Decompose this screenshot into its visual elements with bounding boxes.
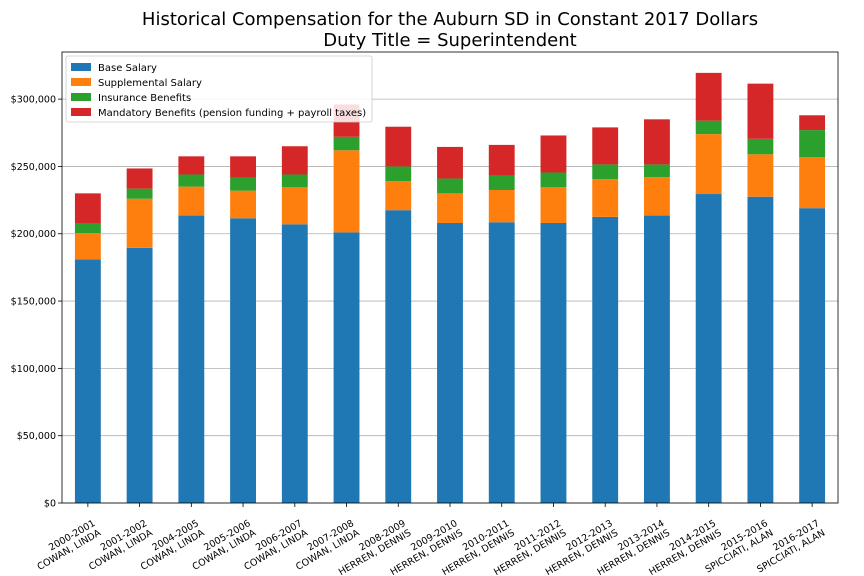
bar-segment [540, 222, 567, 503]
bar-segment [333, 136, 360, 151]
chart-title-line-1: Historical Compensation for the Auburn S… [142, 9, 758, 30]
y-tick-label: $0 [44, 499, 56, 510]
chart-title: Historical Compensation for the Auburn S… [142, 9, 758, 51]
bar-segment [230, 218, 256, 504]
bar-segment [488, 175, 515, 190]
bar-segment [385, 210, 412, 503]
bar-segment [799, 115, 826, 131]
bar-segment [230, 156, 256, 178]
bar-segment [437, 222, 463, 503]
chart-title-line-2: Duty Title = Superintendent [323, 30, 576, 51]
bar-segment [385, 126, 412, 167]
bar-segment [799, 157, 826, 209]
bar-segment [695, 134, 722, 195]
bar-segment [385, 181, 412, 211]
bar-segment [178, 174, 205, 187]
y-tick-label: $100,000 [11, 364, 56, 375]
bar-segment [281, 146, 308, 175]
bar-segment [333, 150, 360, 233]
bar-segment [747, 83, 774, 139]
bar-segment [230, 177, 256, 191]
bar-segment [644, 119, 670, 165]
legend-swatch [71, 108, 91, 116]
bar-segment [644, 164, 670, 178]
legend-label: Mandatory Benefits (pension funding + pa… [98, 108, 366, 119]
y-axis-ticks: $0 $50,000 $100,000 $150,000 $200,000 $250,00… [11, 95, 62, 510]
bar-segment [385, 166, 412, 182]
bar-segment [178, 156, 205, 175]
bar-segment [437, 146, 463, 179]
bar-segment [747, 154, 774, 197]
legend-label: Insurance Benefits [98, 93, 191, 104]
legend: Base Salary Supplemental Salary Insurance … [65, 55, 373, 123]
legend-box [65, 55, 373, 123]
bar-segment [281, 187, 308, 225]
bar-segment [644, 215, 670, 503]
bar-segment [281, 174, 308, 188]
bar-segment [178, 215, 205, 503]
bar-segment [592, 164, 619, 180]
bar-segment [488, 144, 515, 176]
bar-segment [126, 247, 153, 503]
y-tick-label: $50,000 [17, 431, 56, 442]
bar-segment [230, 190, 256, 219]
bar-segment [799, 208, 826, 503]
bar-segment [488, 189, 515, 223]
bar-segment [178, 186, 205, 216]
legend-swatch [71, 63, 91, 71]
bar-segment [126, 198, 153, 248]
bar-segment [540, 187, 567, 223]
bar-segment [74, 233, 101, 260]
bar-segment [437, 178, 463, 194]
bar-segment [592, 216, 619, 503]
bar-segment [540, 135, 567, 173]
y-tick-label: $300,000 [11, 95, 56, 106]
bars [74, 72, 826, 504]
bar-segment [592, 179, 619, 217]
bar-segment [488, 222, 515, 503]
bar-segment [437, 193, 463, 223]
bar-segment [333, 232, 360, 503]
bar-segment [592, 127, 619, 165]
bar-segment [126, 168, 153, 189]
bar-segment [126, 188, 153, 199]
bar-segment [695, 194, 722, 503]
legend-label: Base Salary [98, 63, 157, 74]
bar-segment [799, 130, 826, 158]
bar-segment [74, 223, 101, 234]
bar-segment [540, 172, 567, 188]
bar-segment [695, 120, 722, 135]
bar-segment [644, 177, 670, 216]
y-tick-label: $200,000 [11, 229, 56, 240]
bar-segment [747, 196, 774, 503]
bar-segment [74, 259, 101, 503]
bar-segment [747, 138, 774, 155]
legend-swatch [71, 78, 91, 86]
y-tick-label: $150,000 [11, 297, 56, 308]
bar-segment [695, 72, 722, 121]
legend-swatch [71, 93, 91, 101]
bar-segment [281, 224, 308, 503]
legend-label: Supplemental Salary [98, 78, 202, 89]
y-tick-label: $250,000 [11, 162, 56, 173]
bar-segment [74, 193, 101, 224]
